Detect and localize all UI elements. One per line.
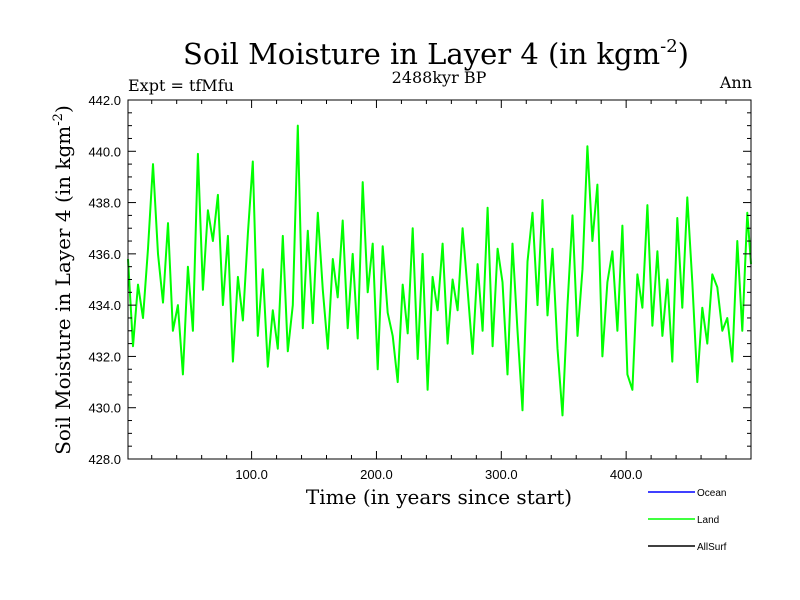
- land-series-line: [127, 124, 752, 417]
- legend: Ocean Land AllSurf: [648, 488, 727, 553]
- x-axis-label: Time (in years since start): [306, 485, 572, 509]
- x-tick-label: 300.0: [485, 467, 518, 482]
- chart-title: Soil Moisture in Layer 4 (in kgm-2): [183, 36, 689, 71]
- y-tick-label: 430.0: [88, 401, 121, 416]
- x-tick-label: 100.0: [235, 467, 268, 482]
- x-tick-label: 400.0: [610, 467, 643, 482]
- y-axis-label: Soil Moisture in Layer 4 (in kgm-2): [51, 105, 75, 455]
- y-tick-label: 438.0: [88, 196, 121, 211]
- y-tick-label: 440.0: [88, 144, 121, 159]
- period-label: 2488kyr BP: [392, 68, 487, 87]
- y-tick-label: 432.0: [88, 349, 121, 364]
- experiment-label: Expt = tfMfu: [128, 76, 234, 95]
- y-tick-label: 434.0: [88, 298, 121, 313]
- y-tick-label: 442.0: [88, 93, 121, 108]
- y-tick-label: 428.0: [88, 452, 121, 467]
- legend-label-ocean: Ocean: [697, 488, 726, 499]
- legend-label-land: Land: [697, 515, 719, 526]
- x-tick-label: 200.0: [360, 467, 393, 482]
- legend-label-allsurf: AllSurf: [697, 542, 727, 553]
- y-tick-label: 436.0: [88, 247, 121, 262]
- season-label: Ann: [719, 73, 752, 92]
- axis-ticks: 428.0 430.0 432.0 434.0 436.0 438.0 440.0 442.0…: [88, 93, 751, 482]
